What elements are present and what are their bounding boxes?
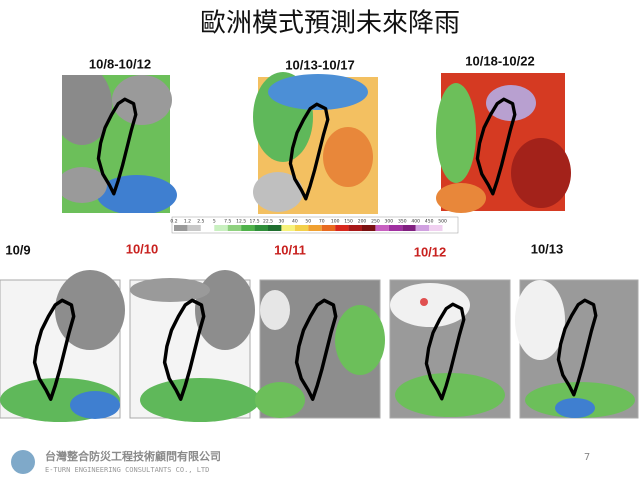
colorbar-cell (442, 225, 456, 231)
colorbar-label: 5 (213, 219, 216, 225)
colorbar-cell (294, 225, 309, 231)
colorbar-label: 500 (438, 219, 447, 225)
colorbar-label: 40 (292, 219, 298, 225)
colorbar-label: 22.5 (263, 219, 273, 225)
colorbar-label: 0.2 (170, 219, 177, 225)
colorbar-label: 70 (319, 219, 325, 225)
colorbar-label: 150 (344, 219, 353, 225)
map (129, 270, 260, 422)
colorbar-cell (281, 225, 295, 231)
colorbar-cell (348, 225, 362, 231)
colorbar-label: 300 (385, 219, 394, 225)
colorbar-label: 350 (398, 219, 407, 225)
panel-label: 10/10 (126, 241, 159, 256)
colorbar-cell (415, 225, 430, 231)
page-number: 7 (584, 452, 590, 463)
colorbar-label: 12.5 (236, 219, 246, 225)
colorbar-cell (321, 225, 336, 231)
panel-label: 10/13 (531, 241, 564, 256)
colorbar-label: 30 (279, 219, 285, 225)
title: 歐洲模式預測未來降雨 (200, 9, 460, 39)
colorbar-label: 7.5 (224, 219, 231, 225)
colorbar-cell (187, 225, 201, 231)
panel-label: 10/13-10/17 (285, 57, 354, 72)
colorbar: 0.2 1.2 2.5 5 7.5 12.5 17.5 22.5 30 40 50 70 100 150 2… (170, 216, 459, 234)
colorbar-label: 2.5 (197, 219, 204, 225)
colorbar-label: 50 (305, 219, 311, 225)
colorbar-cell (429, 225, 443, 231)
map (255, 279, 385, 419)
colorbar-label: 17.5 (250, 219, 260, 225)
colorbar-label: 100 (331, 219, 340, 225)
map (436, 73, 571, 213)
colorbar-cell (335, 225, 349, 231)
colorbar-label: 200 (358, 219, 367, 225)
colorbar-label: 450 (425, 219, 434, 225)
map (389, 279, 511, 419)
colorbar-cell (214, 225, 228, 231)
panel-label: 10/18-10/22 (465, 53, 534, 68)
panel-label: 10/8-10/12 (89, 56, 151, 71)
logo (11, 450, 35, 474)
map (253, 72, 378, 214)
colorbar-cell (388, 225, 403, 231)
colorbar-cell (227, 225, 242, 231)
panel-label: 10/12 (414, 244, 447, 259)
map (515, 279, 639, 419)
company-name-en: E-TURN ENGINEERING CONSULTANTS CO., LTD (45, 466, 209, 474)
colorbar-cell (402, 225, 416, 231)
colorbar-label: 1.2 (184, 219, 191, 225)
company-name: 台灣整合防災工程技術顧問有限公司 (45, 449, 221, 463)
colorbar-cell (241, 225, 255, 231)
panel-label: 10/9 (5, 242, 30, 257)
colorbar-cell (308, 225, 322, 231)
panel-label: 10/11 (274, 242, 306, 257)
colorbar-label: 250 (371, 219, 380, 225)
colorbar-cell (200, 225, 215, 231)
colorbar-cell (174, 225, 188, 231)
colorbar-label: 400 (411, 219, 420, 225)
colorbar-cell (254, 225, 268, 231)
colorbar-cell (375, 225, 389, 231)
colorbar-cell (362, 225, 376, 231)
colorbar-cell (268, 225, 282, 231)
map (62, 75, 177, 213)
map (0, 270, 125, 422)
